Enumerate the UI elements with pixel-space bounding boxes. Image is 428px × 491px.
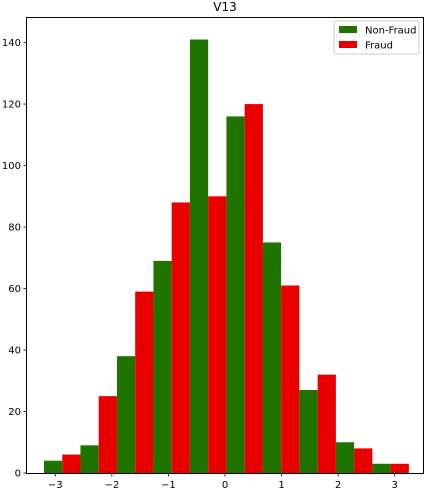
x-tick-label: −1 <box>161 480 176 491</box>
y-tick-label: 0 <box>15 469 21 480</box>
bar-non-fraud-1 <box>80 445 99 473</box>
x-tick-label: −2 <box>104 480 119 491</box>
bar-non-fraud-6 <box>262 242 282 473</box>
legend-swatch-fraud <box>339 41 357 48</box>
bar-fraud-3 <box>171 202 190 473</box>
plot-frame <box>26 17 424 474</box>
bars-group <box>43 39 409 474</box>
y-tick-label: 120 <box>2 100 21 111</box>
y-tick-label: 20 <box>8 407 21 418</box>
legend-label-fraud: Fraud <box>365 41 393 52</box>
bar-non-fraud-0 <box>43 460 63 473</box>
y-tick-label: 100 <box>2 161 21 172</box>
bar-fraud-1 <box>98 396 117 473</box>
y-tick-label: 40 <box>8 346 21 357</box>
y-tick-label: 140 <box>2 38 21 49</box>
bar-fraud-8 <box>354 448 373 473</box>
y-tick-label: 60 <box>8 284 21 295</box>
x-tick-label: 3 <box>392 480 398 491</box>
bar-non-fraud-7 <box>299 389 318 473</box>
bar-non-fraud-8 <box>335 442 355 473</box>
bar-non-fraud-2 <box>116 356 136 473</box>
bar-non-fraud-9 <box>372 463 391 473</box>
bar-fraud-2 <box>135 291 154 473</box>
x-tick-label: −3 <box>48 480 63 491</box>
bar-fraud-5 <box>244 104 263 473</box>
bar-fraud-7 <box>317 374 336 473</box>
x-tick-label: 1 <box>278 480 284 491</box>
x-tick-label: 2 <box>335 480 341 491</box>
bar-non-fraud-4 <box>189 39 209 474</box>
y-tick-label: 80 <box>8 223 21 234</box>
legend-swatch-non-fraud <box>339 26 357 33</box>
bar-fraud-9 <box>390 463 409 473</box>
y-axis: 0 20 40 60 80 100 120 140 <box>2 38 27 480</box>
bar-fraud-4 <box>208 196 227 473</box>
bar-non-fraud-5 <box>226 116 245 473</box>
legend: Non-Fraud Fraud <box>333 20 420 55</box>
x-tick-label: 0 <box>222 480 228 491</box>
bar-fraud-6 <box>281 285 300 473</box>
bar-fraud-0 <box>62 454 81 473</box>
chart-title: V13 <box>213 0 236 14</box>
bar-non-fraud-3 <box>153 260 172 473</box>
x-axis: −3 −2 −1 0 1 2 3 <box>48 473 398 491</box>
legend-label-non-fraud: Non-Fraud <box>365 26 417 37</box>
